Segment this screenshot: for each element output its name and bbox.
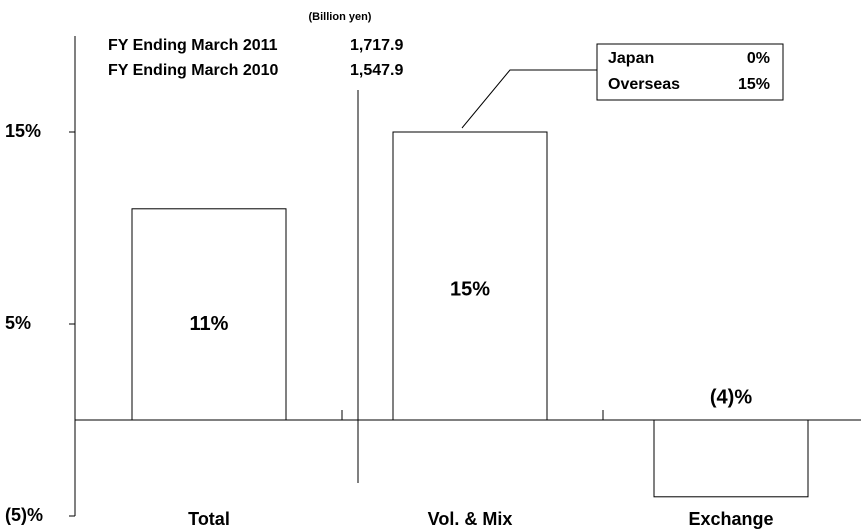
- x-tick-label: Exchange: [688, 509, 773, 529]
- bar: [392, 131, 548, 421]
- box-label: Overseas: [608, 76, 680, 93]
- value-label: (4)%: [710, 386, 752, 408]
- x-tick-label: Total: [188, 509, 230, 529]
- value-label: 15%: [450, 279, 490, 301]
- annotation-value: 1,717.9: [350, 37, 403, 54]
- box-label: Japan: [608, 50, 654, 67]
- annotation-label: FY Ending March 2011: [108, 37, 278, 54]
- box-value: 15%: [738, 76, 770, 93]
- bar: [131, 208, 287, 421]
- x-tick-label: Vol. & Mix: [428, 509, 513, 529]
- bar: [653, 419, 809, 498]
- callout-line: [461, 69, 597, 129]
- value-label: 11%: [190, 313, 229, 335]
- callout-box: [596, 43, 784, 101]
- y-tick-label: (5)%: [5, 505, 43, 525]
- annotation-label: FY Ending March 2010: [108, 62, 279, 79]
- annotation-value: 1,547.9: [350, 62, 403, 79]
- box-value: 0%: [747, 50, 770, 67]
- unit-label: (Billion yen): [309, 11, 372, 23]
- y-tick-label: 5%: [5, 313, 31, 333]
- y-tick-label: 15%: [5, 121, 41, 141]
